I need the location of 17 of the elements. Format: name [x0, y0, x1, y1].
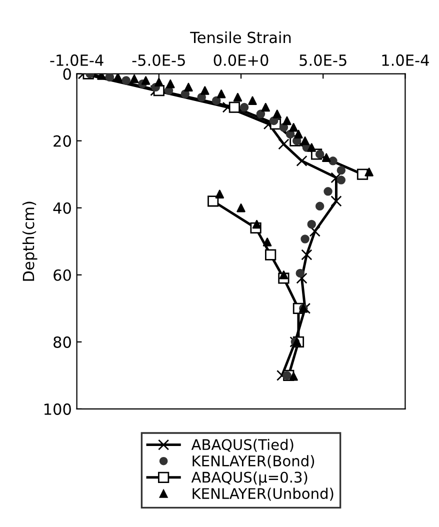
- legend-label: KENLAYER(Unbond): [192, 488, 334, 501]
- y-tick-label: 40: [53, 202, 71, 214]
- y-axis-title: Depth(cm): [22, 202, 38, 281]
- legend-label: KENLAYER(Bond): [192, 455, 314, 468]
- legend-label: ABAQUS(μ=0.3): [191, 471, 308, 486]
- y-tick-label: 0: [63, 68, 71, 80]
- x-axis-title: Tensile Strain: [190, 31, 291, 44]
- y-tick-label: 20: [54, 135, 71, 147]
- x-tick-label: 5.0E-5: [300, 54, 346, 66]
- legend-label: ABAQUS(Tied): [191, 438, 294, 452]
- y-tick-label: 100: [44, 403, 71, 415]
- x-tick-label: -5.0E-5: [132, 54, 185, 66]
- y-tick-label: 80: [54, 336, 71, 348]
- x-tick-label: 1.0E-4: [382, 54, 429, 66]
- y-tick-label: 60: [54, 269, 71, 281]
- x-tick-label: 0.0E+0: [214, 54, 268, 66]
- x-tick-label: -1.0E-4: [50, 54, 104, 66]
